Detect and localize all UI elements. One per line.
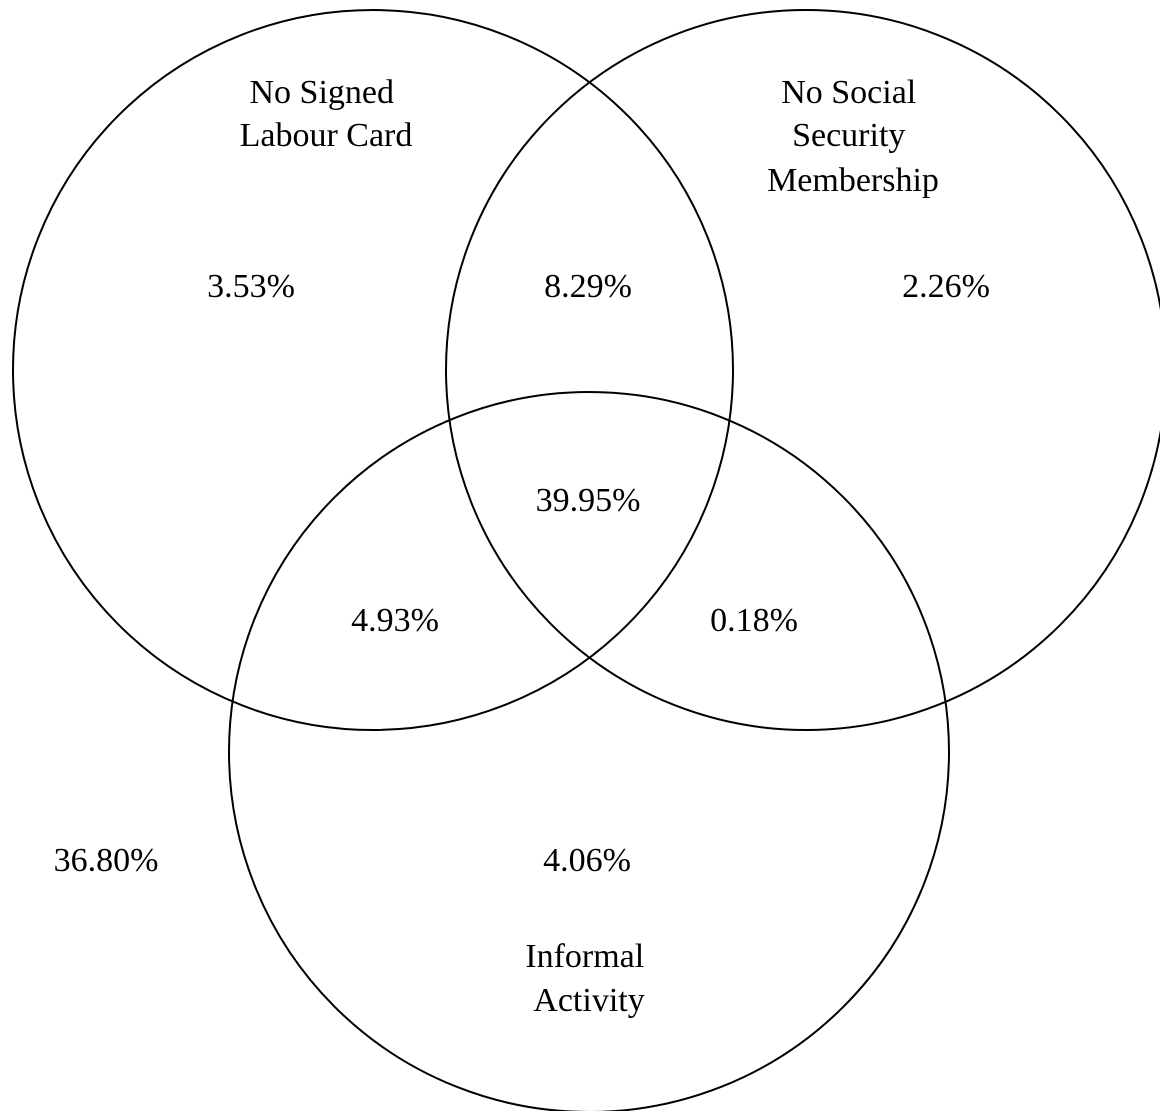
region-value-social-only: 2.26% (902, 268, 990, 305)
region-value-labour-social: 8.29% (544, 268, 632, 305)
circle-informal (228, 391, 950, 1111)
set-label-informal: Informal Activity (525, 938, 652, 1019)
circle-social (445, 9, 1160, 731)
region-value-social-informal: 0.18% (710, 602, 798, 639)
region-value-labour-informal: 4.93% (351, 602, 439, 639)
region-value-informal-only: 4.06% (543, 842, 631, 879)
region-value-labour-only: 3.53% (207, 268, 295, 305)
region-value-all-three: 39.95% (536, 482, 641, 519)
region-value-outside: 36.80% (54, 842, 159, 879)
set-label-labour: No Signed Labour Card (240, 74, 413, 154)
circle-labour (12, 9, 734, 731)
set-label-social: No Social Security Membership (767, 74, 939, 199)
